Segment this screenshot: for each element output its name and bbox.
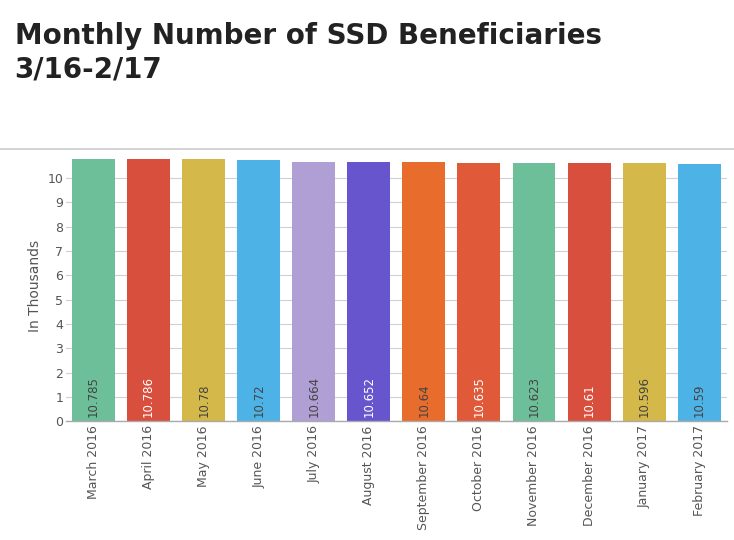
Bar	[622, 164, 666, 421]
Bar	[347, 162, 390, 421]
Text: 10.596: 10.596	[638, 376, 650, 417]
Bar	[182, 159, 225, 421]
Y-axis label: In Thousands: In Thousands	[28, 240, 42, 332]
Text: 10.61: 10.61	[583, 383, 595, 417]
Bar	[677, 164, 721, 421]
Text: 10.72: 10.72	[252, 383, 265, 417]
Text: 10.652: 10.652	[363, 376, 375, 417]
Bar	[512, 163, 556, 421]
Bar	[72, 159, 115, 421]
Text: 10.635: 10.635	[473, 376, 485, 417]
Text: 10.785: 10.785	[87, 376, 100, 417]
Bar	[567, 163, 611, 421]
Bar	[402, 163, 446, 421]
Text: 10.59: 10.59	[693, 383, 705, 417]
Text: Monthly Number of SSD Beneficiaries
3/16-2/17: Monthly Number of SSD Beneficiaries 3/16…	[15, 22, 602, 83]
Text: 10.786: 10.786	[142, 376, 155, 417]
Bar	[237, 160, 280, 421]
Text: 10.623: 10.623	[528, 376, 540, 417]
Text: 10.78: 10.78	[197, 383, 210, 417]
Bar	[127, 159, 170, 421]
Bar	[457, 163, 501, 421]
Text: 10.64: 10.64	[418, 383, 430, 417]
Text: 10.664: 10.664	[308, 376, 320, 417]
Bar	[292, 162, 335, 421]
